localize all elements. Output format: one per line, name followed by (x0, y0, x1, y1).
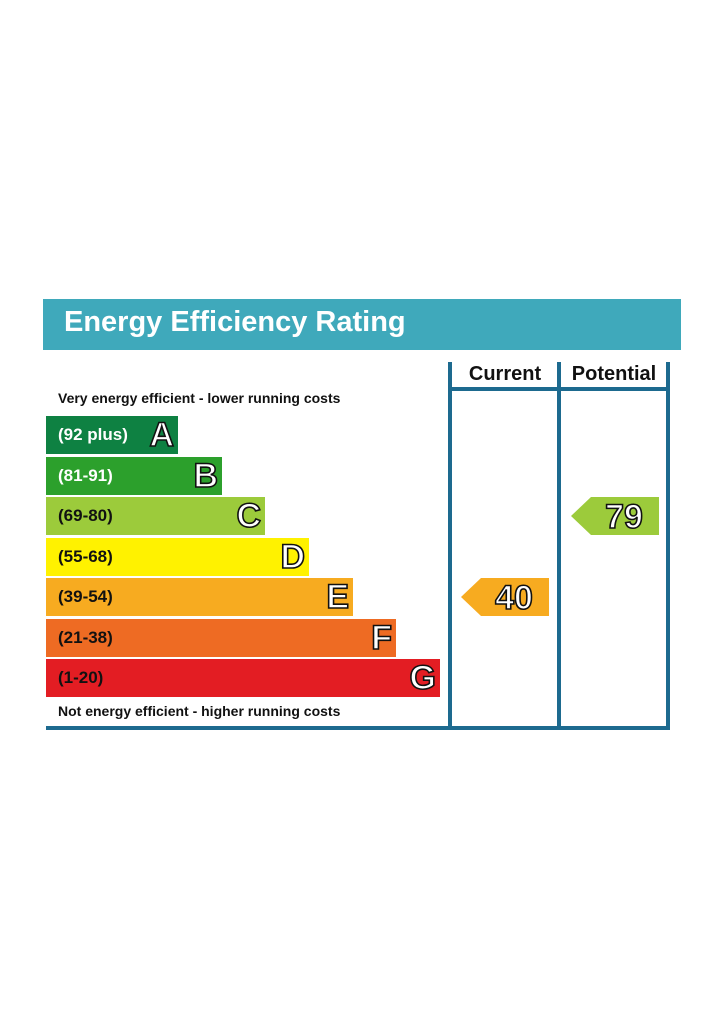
current-arrow-shape (461, 578, 549, 616)
band-range-label: (39-54) (58, 587, 113, 606)
current-rating-arrow: 40 (461, 578, 549, 618)
band-e: (39-54) E (46, 577, 353, 617)
divider-line-right (666, 362, 670, 730)
band-c: (69-80) C (46, 496, 265, 536)
band-letter: A (149, 415, 175, 455)
header-underline (448, 387, 670, 391)
band-range-label: (21-38) (58, 627, 113, 647)
band-letter: D (280, 537, 306, 577)
caption-inefficient: Not energy efficient - higher running co… (58, 703, 341, 719)
band-letter: F (370, 618, 392, 658)
band-a: (92 plus) A (46, 415, 178, 455)
potential-rating-arrow: 79 (571, 497, 659, 537)
bottom-border-line (46, 726, 670, 730)
chart-title: Energy Efficiency Rating (64, 306, 406, 338)
potential-arrow-shape (571, 497, 659, 535)
band-letter: G (409, 658, 437, 698)
caption-efficient: Very energy efficient - lower running co… (58, 390, 341, 406)
title-bar: Energy Efficiency Rating (43, 299, 681, 350)
band-g: (1-20) G (46, 658, 440, 698)
band-d: (55-68) D (46, 537, 309, 577)
band-range-label: (81-91) (58, 465, 113, 485)
divider-line-middle (557, 362, 561, 730)
potential-rating-value: 79 (604, 497, 643, 537)
band-letter: E (326, 577, 350, 617)
band-letter: C (236, 496, 262, 536)
band-range-label: (55-68) (58, 546, 113, 566)
band-range-label: (1-20) (58, 668, 104, 687)
band-f: (21-38) F (46, 618, 396, 658)
potential-column-header: Potential (571, 363, 657, 385)
band-b: (81-91) B (46, 456, 222, 496)
band-range-label: (69-80) (58, 506, 113, 525)
divider-line-left (448, 362, 452, 730)
current-rating-value: 40 (494, 578, 533, 618)
current-column-header: Current (468, 363, 542, 385)
band-range-label: (92 plus) (58, 425, 128, 444)
band-letter: B (193, 456, 219, 496)
